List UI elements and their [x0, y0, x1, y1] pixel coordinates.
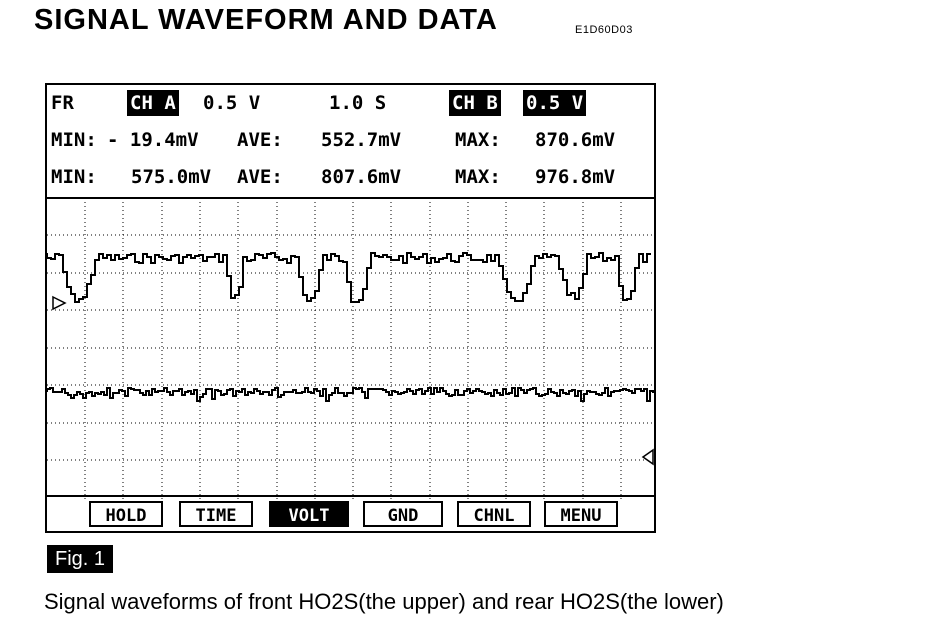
time-button[interactable]: TIME [179, 501, 253, 527]
document-code: E1D60D03 [575, 24, 633, 36]
channel-a-max-value: 870.6mV [535, 129, 616, 151]
channel-a-min-value: - 19.4mV [107, 129, 199, 151]
min-label: MIN: [51, 129, 97, 151]
ave-label: AVE: [237, 166, 283, 188]
volt-button[interactable]: VOLT [269, 501, 349, 527]
hold-button[interactable]: HOLD [89, 501, 163, 527]
channel-a-label[interactable]: CH A [127, 90, 179, 116]
page-title: SIGNAL WAVEFORM AND DATA [34, 4, 498, 36]
rear-ho2s-waveform [47, 387, 654, 402]
max-label: MAX: [455, 129, 501, 151]
figure-caption: Signal waveforms of front HO2S(the upper… [44, 589, 724, 614]
gnd-button[interactable]: GND [363, 501, 443, 527]
channel-b-max-value: 976.8mV [535, 166, 616, 188]
graticule-grid [47, 198, 654, 499]
front-ho2s-waveform [47, 252, 651, 303]
ave-label: AVE: [237, 129, 283, 151]
figure-label: Fig. 1 [47, 545, 114, 573]
mode-label: FR [51, 92, 74, 114]
channel-b-min-value: 575.0mV [131, 166, 212, 188]
waveform-display [47, 198, 654, 499]
channel-b-ave-value: 807.6mV [321, 166, 402, 188]
max-label: MAX: [455, 166, 501, 188]
oscilloscope-screen: FR CH A 0.5 V 1.0 S CH B 0.5 V MIN: - 19… [45, 83, 656, 533]
channel-a-ave-value: 552.7mV [321, 129, 402, 151]
chnl-button[interactable]: CHNL [457, 501, 531, 527]
time-per-div: 1.0 S [329, 92, 387, 114]
header-divider [47, 197, 654, 199]
min-label: MIN: [51, 166, 97, 188]
channel-b-label[interactable]: CH B [449, 90, 501, 116]
channel-b-volts-div: 0.5 V [523, 90, 587, 116]
channel-a-ground-marker [52, 295, 67, 311]
channel-a-volts-div: 0.5 V [203, 92, 261, 114]
channel-b-ground-marker [641, 448, 654, 466]
menu-button[interactable]: MENU [544, 501, 618, 527]
function-button-bar: HOLD TIME VOLT GND CHNL MENU [47, 495, 654, 531]
